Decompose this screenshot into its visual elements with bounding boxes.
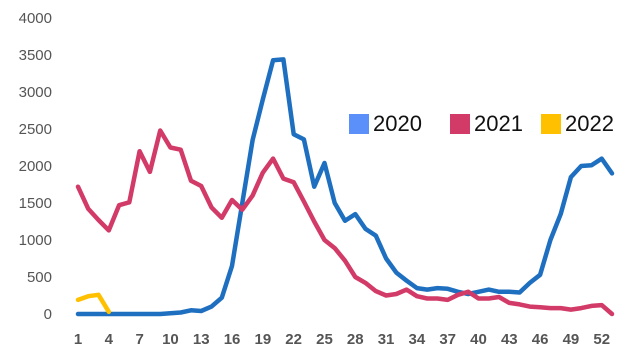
legend-label-2021: 2021 bbox=[474, 111, 523, 136]
x-tick-label: 40 bbox=[470, 331, 487, 348]
x-axis: 1 4 7 10 13 16 19 22 25 28 31 34 37 40 43 46 49 52 bbox=[74, 331, 610, 348]
x-tick-label: 28 bbox=[347, 331, 364, 348]
y-tick-label: 2000 bbox=[19, 158, 52, 175]
y-axis: 0 500 1000 1500 2000 2500 3000 3500 4000 bbox=[19, 10, 52, 323]
x-tick-label: 37 bbox=[439, 331, 456, 348]
legend-swatch-2020 bbox=[349, 114, 369, 134]
legend-entry-2022: 2022 bbox=[541, 111, 614, 136]
x-tick-label: 46 bbox=[532, 331, 549, 348]
y-tick-label: 500 bbox=[27, 269, 52, 286]
legend-label-2022: 2022 bbox=[565, 111, 614, 136]
x-tick-label: 7 bbox=[135, 331, 143, 348]
x-tick-label: 10 bbox=[162, 331, 179, 348]
x-tick-label: 13 bbox=[193, 331, 210, 348]
y-tick-label: 4000 bbox=[19, 10, 52, 27]
x-tick-label: 16 bbox=[224, 331, 241, 348]
legend-entry-2020: 2020 bbox=[349, 111, 422, 136]
x-tick-label: 1 bbox=[74, 331, 82, 348]
series-layer bbox=[75, 57, 615, 317]
y-tick-label: 3000 bbox=[19, 84, 52, 101]
x-tick-label: 22 bbox=[285, 331, 302, 348]
y-tick-label: 2500 bbox=[19, 121, 52, 138]
legend-swatch-2022 bbox=[541, 114, 561, 134]
x-tick-label: 4 bbox=[105, 331, 114, 348]
series-line-2021 bbox=[75, 128, 615, 317]
legend-label-2020: 2020 bbox=[373, 111, 422, 136]
y-tick-label: 1500 bbox=[19, 195, 52, 212]
legend: 2020 2021 2022 bbox=[349, 111, 614, 136]
y-tick-label: 1000 bbox=[19, 232, 52, 249]
x-tick-label: 52 bbox=[593, 331, 610, 348]
x-tick-label: 34 bbox=[409, 331, 426, 348]
y-tick-label: 0 bbox=[44, 306, 52, 323]
x-tick-label: 31 bbox=[378, 331, 395, 348]
legend-swatch-2021 bbox=[450, 114, 470, 134]
x-tick-label: 19 bbox=[255, 331, 272, 348]
y-tick-label: 3500 bbox=[19, 47, 52, 64]
x-tick-label: 49 bbox=[563, 331, 580, 348]
series-line-2022 bbox=[75, 292, 112, 315]
series-line-2020 bbox=[75, 57, 615, 317]
legend-entry-2021: 2021 bbox=[450, 111, 523, 136]
x-tick-label: 25 bbox=[316, 331, 333, 348]
x-tick-label: 43 bbox=[501, 331, 518, 348]
